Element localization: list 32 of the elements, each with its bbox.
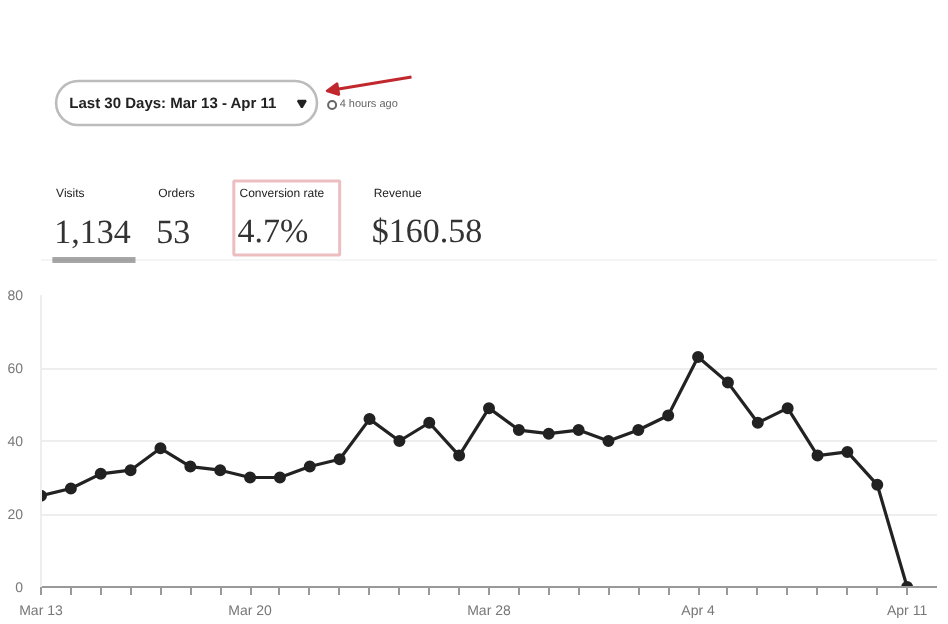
point [512,424,525,437]
point [721,376,734,389]
point [871,478,884,491]
point [124,464,137,477]
point [602,435,615,447]
point [273,471,286,484]
point [662,409,675,422]
point [184,460,197,473]
text: 4.7% [237,212,309,250]
point [751,416,764,429]
point [811,449,824,462]
point [214,464,227,477]
point [393,435,406,447]
point [94,467,107,480]
point [64,482,77,495]
point [632,424,645,437]
point [572,424,585,437]
point [333,453,346,466]
point [154,442,167,455]
point [483,402,495,415]
point [542,427,555,440]
point [423,416,436,429]
text: 1,134 [54,213,132,251]
text: 53 [156,213,191,251]
point [363,413,376,426]
point [781,402,794,415]
point [303,460,316,473]
point [692,351,705,364]
text: $160.58 [371,212,483,250]
point [841,445,854,458]
point [453,449,466,462]
point [244,471,257,484]
